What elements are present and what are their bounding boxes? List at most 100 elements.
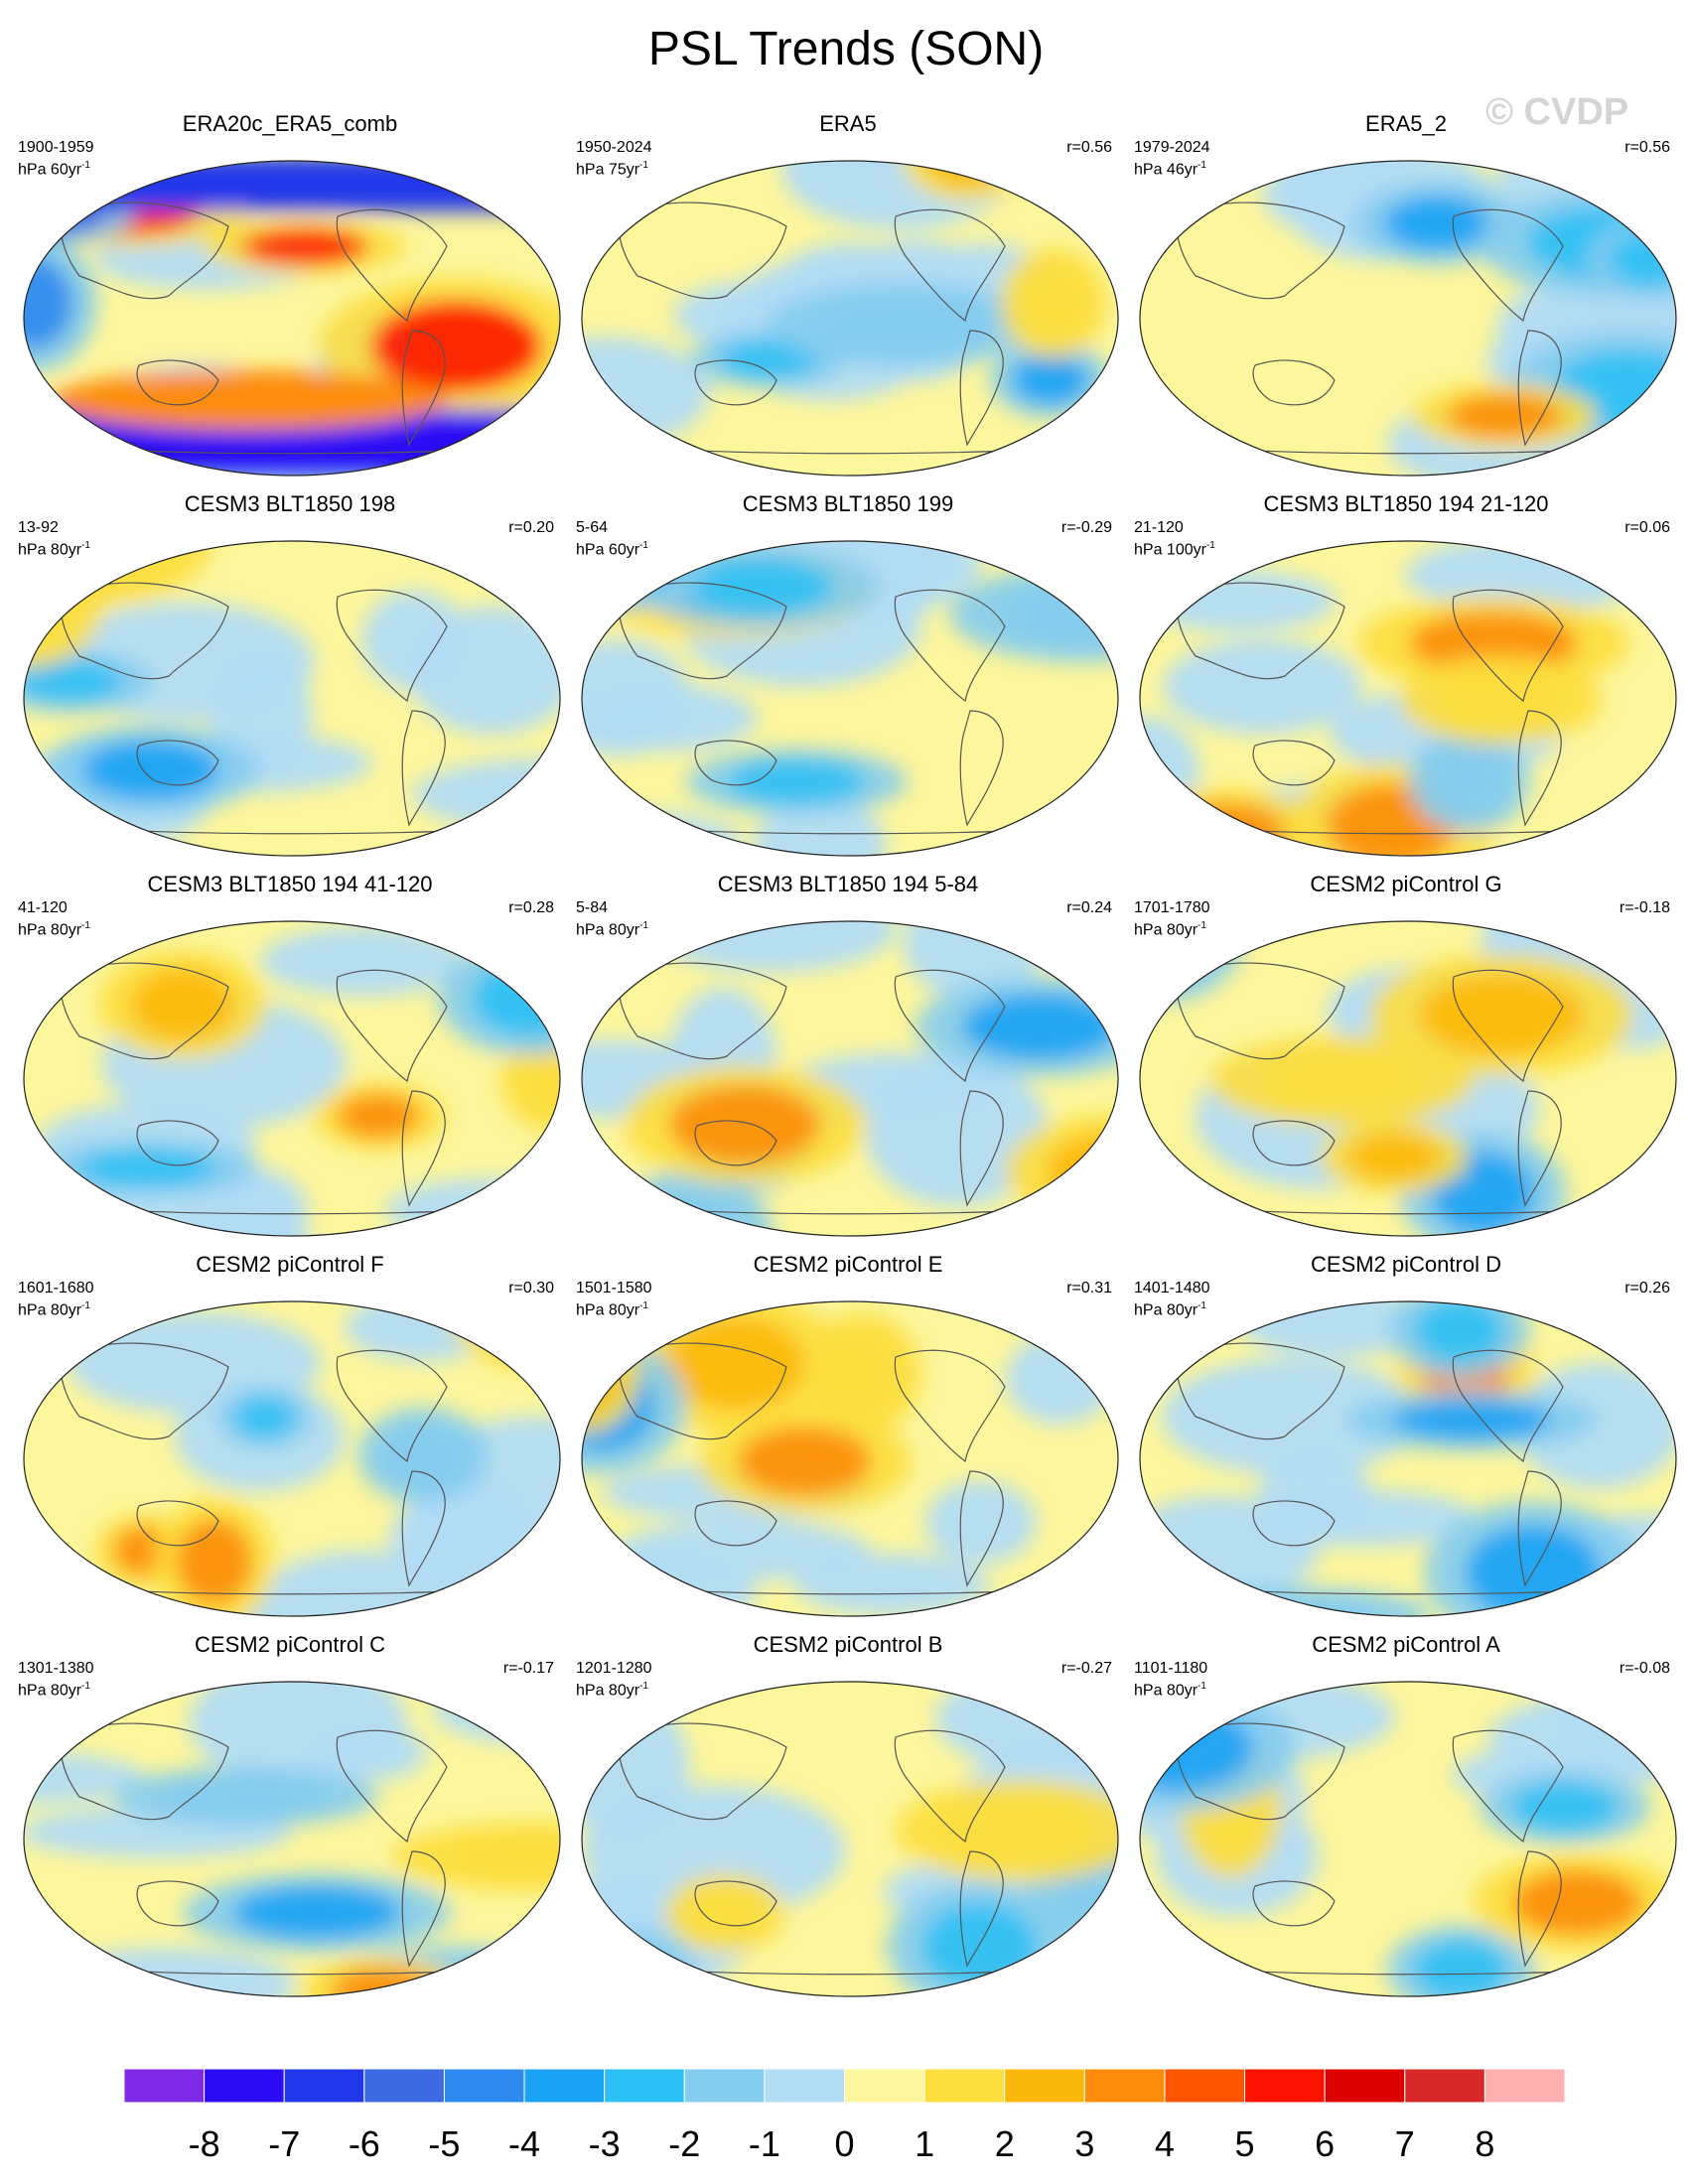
field-blob bbox=[1020, 266, 1087, 341]
colorbar: -8 -7 -6 -5 -4 -3 -2 -1 0 1 2 3 4 5 6 7 8 bbox=[123, 2068, 1566, 2164]
coastline bbox=[136, 1880, 219, 1927]
coastline bbox=[617, 1342, 787, 1440]
coastline bbox=[1234, 1209, 1594, 1215]
units-exponent: -1 bbox=[1205, 540, 1215, 551]
field-blob bbox=[1437, 670, 1564, 731]
coastline bbox=[1252, 1880, 1336, 1927]
coastline bbox=[617, 1722, 787, 1821]
coastlines bbox=[59, 582, 478, 835]
coastline bbox=[1234, 1589, 1594, 1595]
map-border bbox=[23, 920, 561, 1237]
map-plot bbox=[1139, 540, 1677, 857]
field-blob bbox=[1418, 974, 1584, 1056]
coastlines bbox=[59, 962, 478, 1215]
units-text: hPa 100yr bbox=[1134, 541, 1206, 559]
units-exponent: -1 bbox=[81, 920, 90, 931]
units-text: hPa 60yr bbox=[18, 161, 82, 179]
panel-title: ERA20c_ERA5_comb bbox=[182, 111, 398, 136]
colorbar-tick-label: 7 bbox=[1395, 2123, 1415, 2164]
panel-correlation: r=0.30 bbox=[508, 1280, 554, 1297]
colorbar-swatch bbox=[1004, 2068, 1085, 2104]
coastline bbox=[59, 202, 229, 300]
field-blob bbox=[942, 1796, 1099, 1865]
coastline bbox=[336, 589, 448, 703]
panel-period: 1979-2024 hPa 46yr-1 bbox=[1134, 139, 1210, 179]
map-plot bbox=[581, 1681, 1119, 1997]
coastlines bbox=[617, 962, 1036, 1215]
field-blob bbox=[176, 1519, 253, 1605]
field-blob bbox=[183, 1172, 309, 1236]
map-field bbox=[1140, 1682, 1676, 1996]
colorbar-tick-label: -2 bbox=[668, 2123, 700, 2164]
field-blob bbox=[24, 660, 122, 703]
panel-period: 1701-1780 hPa 80yr-1 bbox=[1134, 899, 1210, 939]
units-exponent: -1 bbox=[81, 160, 90, 171]
coastline bbox=[1175, 202, 1345, 300]
period-text: 13-92 bbox=[18, 519, 59, 536]
coastline bbox=[894, 1349, 1006, 1463]
map-border bbox=[23, 1681, 561, 1997]
panel-title: CESM3 BLT1850 194 41-120 bbox=[147, 872, 433, 896]
coastline bbox=[336, 969, 448, 1083]
map-field bbox=[582, 541, 1118, 856]
panel-title: ERA5_2 bbox=[1365, 111, 1447, 136]
units-exponent: -1 bbox=[1198, 160, 1206, 171]
coastline bbox=[1452, 208, 1564, 323]
map-panel: CESM3 BLT1850 198 13-92 hPa 80yr-1 r=0.20 bbox=[12, 491, 568, 859]
field-blob bbox=[582, 1930, 695, 1996]
panel-title: CESM3 BLT1850 194 5-84 bbox=[717, 872, 979, 896]
coastline bbox=[59, 1342, 229, 1440]
coastline bbox=[336, 1729, 448, 1843]
field-blob bbox=[241, 227, 368, 266]
map-border bbox=[581, 160, 1119, 477]
colorbar-tick-label: -6 bbox=[349, 2123, 380, 2164]
panel-period: 1501-1580 hPa 80yr-1 bbox=[576, 1280, 652, 1319]
field-blob bbox=[817, 297, 989, 353]
field-blob bbox=[129, 968, 235, 1041]
field-blob bbox=[1511, 1782, 1619, 1832]
coastline bbox=[694, 740, 777, 786]
map-plot bbox=[1139, 1681, 1677, 1997]
panel-title: CESM2 piControl C bbox=[195, 1632, 385, 1657]
coastline bbox=[136, 1500, 219, 1547]
coastline bbox=[676, 1589, 1036, 1595]
map-panel: CESM2 piControl A 1101-1180 hPa 80yr-1 r=-0… bbox=[1128, 1632, 1684, 1999]
coastlines bbox=[617, 1722, 1036, 1976]
coastline bbox=[959, 1470, 1004, 1587]
coastline bbox=[894, 589, 1006, 703]
units-exponent: -1 bbox=[639, 920, 648, 931]
period-text: 1301-1380 bbox=[18, 1660, 94, 1677]
map-panel: ERA20c_ERA5_comb 1900-1959 hPa 60yr-1 bbox=[12, 111, 568, 478]
panel-title: CESM2 piControl E bbox=[753, 1252, 943, 1277]
panel-period: 1401-1480 hPa 80yr-1 bbox=[1134, 1280, 1210, 1319]
map-plot bbox=[581, 160, 1119, 477]
coastline bbox=[401, 1090, 446, 1207]
units-exponent: -1 bbox=[81, 1300, 90, 1311]
coastline bbox=[336, 1349, 448, 1463]
field-blob bbox=[1384, 196, 1490, 251]
field-blob bbox=[668, 1084, 820, 1164]
coastline bbox=[694, 359, 777, 406]
period-text: 41-120 bbox=[18, 899, 68, 916]
colorbar-swatch bbox=[1244, 2068, 1326, 2104]
coastline bbox=[401, 1850, 446, 1968]
map-panel: CESM3 BLT1850 194 41-120 41-120 hPa 80yr-1… bbox=[12, 872, 568, 1239]
period-text: 1601-1680 bbox=[18, 1280, 94, 1297]
colorbar-tick-label: -8 bbox=[189, 2123, 220, 2164]
coastline bbox=[1252, 740, 1336, 786]
field-blob bbox=[738, 1426, 872, 1497]
map-panel: CESM3 BLT1850 199 5-64 hPa 60yr-1 r=-0.29 bbox=[570, 491, 1126, 859]
field-blob bbox=[1446, 393, 1563, 439]
coastline bbox=[676, 829, 1036, 835]
map-plot bbox=[23, 1300, 561, 1617]
panel-title: CESM2 piControl A bbox=[1312, 1632, 1500, 1657]
units-text: hPa 80yr bbox=[576, 1682, 640, 1700]
units-text: hPa 80yr bbox=[18, 921, 82, 939]
field-blob bbox=[665, 1316, 806, 1411]
colorbar-tick-label: 0 bbox=[834, 2123, 854, 2164]
field-blob bbox=[520, 1045, 560, 1115]
map-field bbox=[1140, 1301, 1676, 1616]
panel-correlation: r=-0.27 bbox=[1060, 1660, 1112, 1677]
panel-period: 21-120 hPa 100yr-1 bbox=[1134, 519, 1215, 559]
units-text: hPa 80yr bbox=[576, 1301, 640, 1319]
